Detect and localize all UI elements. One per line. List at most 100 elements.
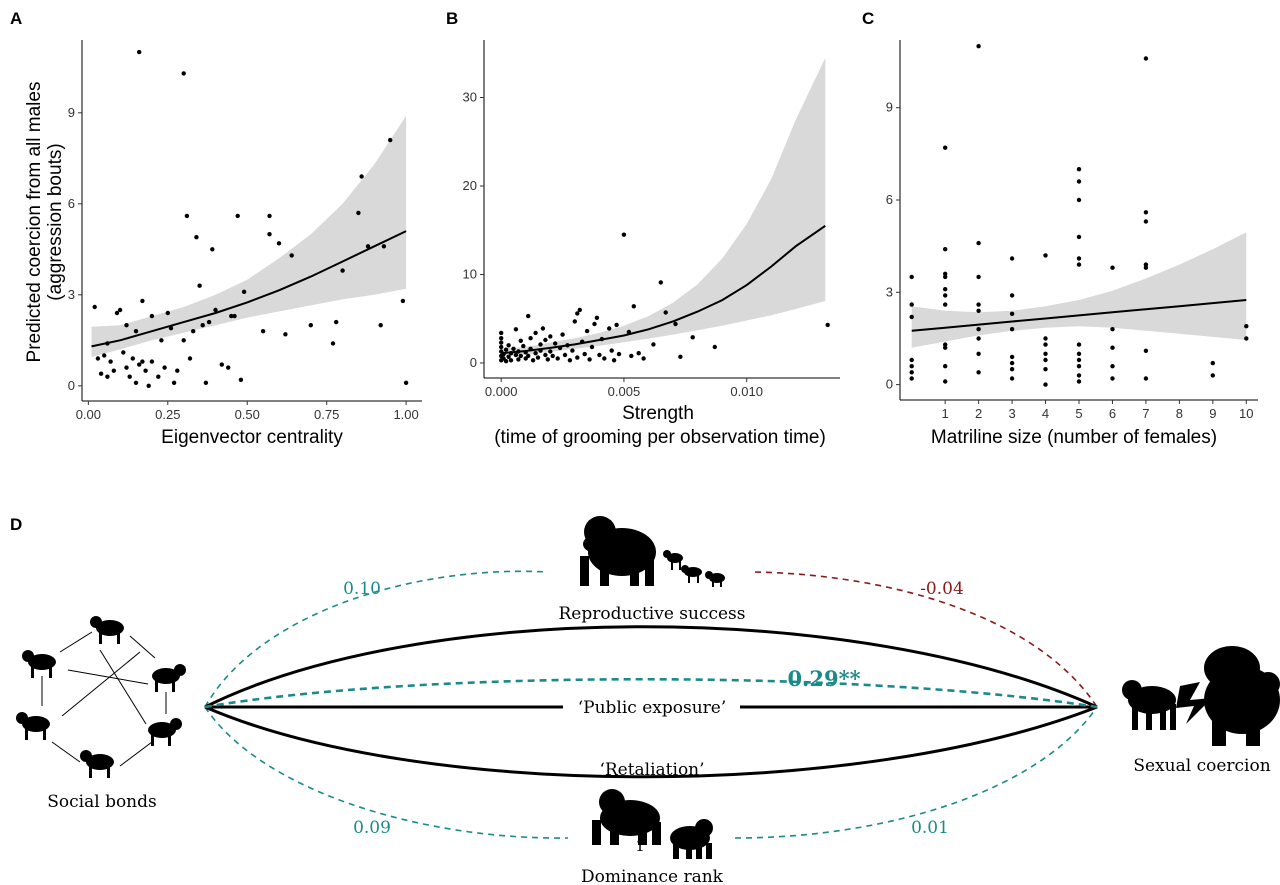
fit-line-a <box>91 230 407 348</box>
data-point-c-3 <box>909 357 914 363</box>
data-point-c-23 <box>976 327 981 332</box>
data-point-c-25 <box>976 351 981 356</box>
data-point-a-19 <box>140 298 145 304</box>
data-point-c-37 <box>1043 342 1048 347</box>
x-tick-label-a-4: 1.00 <box>393 407 418 422</box>
coercion-monkeys-icon <box>1122 646 1280 746</box>
data-point-b-66 <box>611 358 617 363</box>
x-tick-label-c-0: 1 <box>942 406 949 421</box>
data-point-c-52 <box>1076 373 1082 378</box>
data-point-b-72 <box>631 304 636 309</box>
data-point-b-12 <box>506 343 511 348</box>
x-ticks-a: 0.00 0.25 0.50 0.75 1.00 <box>76 401 419 422</box>
data-point-a-35 <box>194 235 199 240</box>
data-point-a-63 <box>381 244 387 249</box>
y-ticks-c: 0 3 6 9 <box>886 100 900 392</box>
data-point-a-61 <box>365 244 371 249</box>
x-tick-label-b-1: 0.005 <box>608 384 641 399</box>
data-point-b-59 <box>592 321 597 327</box>
y-tick-label-a-1: 3 <box>68 287 75 302</box>
data-point-b-40 <box>548 334 553 339</box>
data-point-b-74 <box>641 356 646 361</box>
label-dominance-rank: Dominance rank <box>581 867 724 885</box>
data-point-a-28 <box>168 326 174 331</box>
data-point-c-44 <box>1076 197 1082 203</box>
data-point-a-6 <box>114 310 120 316</box>
data-point-c-33 <box>1009 367 1015 372</box>
data-point-b-82 <box>825 322 830 328</box>
scatter-points-a <box>92 49 409 388</box>
data-point-b-41 <box>550 353 555 359</box>
data-point-a-21 <box>146 383 151 388</box>
data-point-c-62 <box>1143 262 1149 267</box>
data-point-b-64 <box>607 326 612 331</box>
data-point-b-39 <box>548 349 553 354</box>
data-point-b-69 <box>621 232 627 237</box>
fit-curve-c <box>911 299 1247 332</box>
x-axis-title-a: Eigenvector centrality <box>161 427 343 448</box>
data-point-b-11 <box>506 354 511 359</box>
data-point-c-30 <box>1009 327 1015 332</box>
data-point-a-59 <box>356 210 361 216</box>
data-point-c-12 <box>943 293 948 298</box>
data-point-c-35 <box>1043 253 1048 258</box>
x-tick-label-a-1: 0.25 <box>155 407 180 422</box>
data-point-b-76 <box>658 280 663 285</box>
data-point-a-33 <box>187 356 193 361</box>
data-point-c-43 <box>1076 179 1082 184</box>
data-point-c-20 <box>976 274 981 280</box>
path-bonds-to-rank <box>204 706 569 839</box>
data-point-c-18 <box>976 44 981 49</box>
data-point-b-80 <box>690 335 695 340</box>
data-point-c-59 <box>1143 56 1149 61</box>
scatter-points-b <box>499 232 830 364</box>
data-point-b-78 <box>673 321 678 327</box>
panel-letter-b: B <box>446 9 458 28</box>
x-axis-title-c: Matriline size (number of females) <box>931 427 1217 448</box>
data-point-b-43 <box>555 356 560 361</box>
data-point-c-7 <box>943 145 948 150</box>
coef-rank-coercion: 0.01 <box>911 818 949 838</box>
confidence-band-b <box>501 57 826 357</box>
data-point-c-13 <box>943 302 948 307</box>
y-axis-title-a-line2: (aggression bouts) <box>45 143 66 300</box>
x-tick-label-c-4: 5 <box>1075 406 1082 421</box>
data-point-a-27 <box>165 310 170 316</box>
data-point-a-53 <box>283 332 288 337</box>
fit-curve-b <box>501 224 826 355</box>
x-tick-label-c-8: 9 <box>1209 406 1216 421</box>
data-point-b-30 <box>533 351 538 356</box>
data-point-c-40 <box>1043 367 1048 372</box>
data-point-c-19 <box>976 240 981 246</box>
data-point-a-11 <box>124 365 129 370</box>
data-point-c-34 <box>1009 376 1015 381</box>
data-point-a-10 <box>121 350 126 355</box>
data-point-c-32 <box>1009 360 1015 366</box>
data-point-a-52 <box>276 241 282 246</box>
data-point-a-0 <box>92 304 97 310</box>
data-point-a-18 <box>140 359 145 364</box>
coef-bonds-rank: 0.09 <box>353 818 391 838</box>
x-ticks-c: 1 2 3 4 5 6 7 8 9 10 <box>942 400 1254 421</box>
data-point-c-51 <box>1076 364 1082 369</box>
data-point-a-25 <box>159 338 164 343</box>
scatter-points-c <box>909 44 1249 387</box>
data-point-b-28 <box>528 336 533 341</box>
data-point-c-6 <box>909 376 914 381</box>
monkey-family-icon <box>580 516 725 587</box>
data-point-b-67 <box>614 322 619 328</box>
data-point-c-31 <box>1009 354 1015 360</box>
data-point-a-26 <box>162 365 167 370</box>
data-point-c-63 <box>1143 265 1149 270</box>
data-point-b-79 <box>678 354 683 359</box>
dominance-monkeys-icon: 1 <box>592 789 713 859</box>
data-point-c-54 <box>1110 265 1115 270</box>
x-tick-label-a-0: 0.00 <box>76 407 101 422</box>
data-point-b-35 <box>540 326 546 331</box>
data-point-b-6 <box>499 330 504 336</box>
data-point-a-50 <box>267 213 272 219</box>
data-point-c-67 <box>1210 373 1216 378</box>
label-retaliation: ‘Retaliation’ <box>599 760 704 780</box>
data-point-a-45 <box>232 313 237 319</box>
data-point-a-42 <box>219 362 224 367</box>
